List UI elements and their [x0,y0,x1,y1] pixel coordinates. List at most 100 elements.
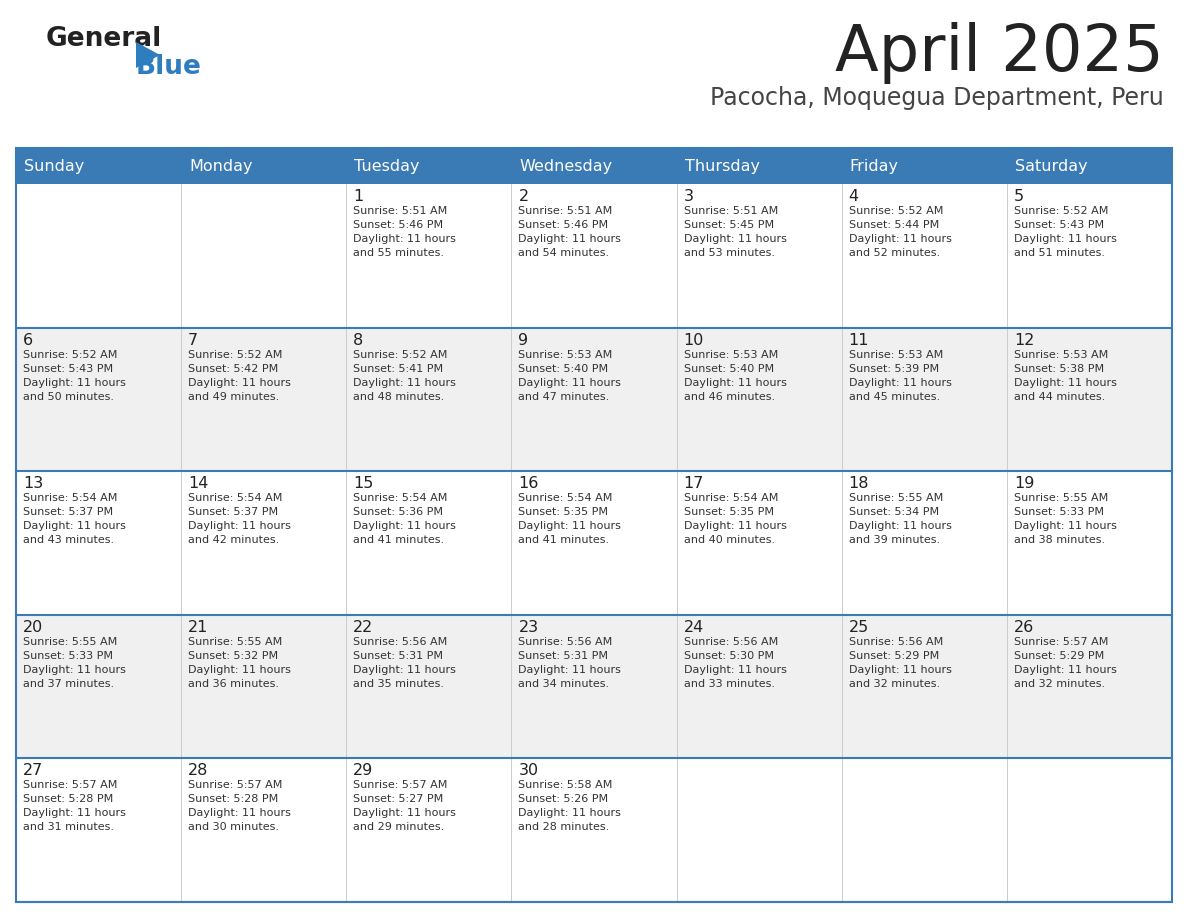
Text: Sunrise: 5:57 AM
Sunset: 5:29 PM
Daylight: 11 hours
and 32 minutes.: Sunrise: 5:57 AM Sunset: 5:29 PM Dayligh… [1013,637,1117,688]
Text: Sunrise: 5:54 AM
Sunset: 5:35 PM
Daylight: 11 hours
and 41 minutes.: Sunrise: 5:54 AM Sunset: 5:35 PM Dayligh… [518,493,621,545]
Bar [15,615,181,758]
Bar [181,758,346,902]
Text: Sunrise: 5:51 AM
Sunset: 5:46 PM
Daylight: 11 hours
and 55 minutes.: Sunrise: 5:51 AM Sunset: 5:46 PM Dayligh… [353,206,456,258]
Text: 8: 8 [353,332,364,348]
Text: 20: 20 [23,620,43,635]
Text: Sunrise: 5:56 AM
Sunset: 5:30 PM
Daylight: 11 hours
and 33 minutes.: Sunrise: 5:56 AM Sunset: 5:30 PM Dayligh… [683,637,786,688]
Text: Blue: Blue [135,54,202,80]
Text: Sunrise: 5:54 AM
Sunset: 5:37 PM
Daylight: 11 hours
and 43 minutes.: Sunrise: 5:54 AM Sunset: 5:37 PM Dayligh… [23,493,126,545]
Text: Sunrise: 5:52 AM
Sunset: 5:42 PM
Daylight: 11 hours
and 49 minutes.: Sunrise: 5:52 AM Sunset: 5:42 PM Dayligh… [188,350,291,401]
Text: 26: 26 [1013,620,1034,635]
Text: Sunrise: 5:53 AM
Sunset: 5:40 PM
Daylight: 11 hours
and 47 minutes.: Sunrise: 5:53 AM Sunset: 5:40 PM Dayligh… [518,350,621,401]
Bar [1007,328,1173,471]
Text: Sunrise: 5:55 AM
Sunset: 5:32 PM
Daylight: 11 hours
and 36 minutes.: Sunrise: 5:55 AM Sunset: 5:32 PM Dayligh… [188,637,291,688]
Text: 2: 2 [518,189,529,204]
Bar [677,471,842,615]
Bar [842,615,1007,758]
Text: Monday: Monday [189,159,253,174]
Text: Sunrise: 5:52 AM
Sunset: 5:41 PM
Daylight: 11 hours
and 48 minutes.: Sunrise: 5:52 AM Sunset: 5:41 PM Dayligh… [353,350,456,401]
Text: Wednesday: Wednesday [519,159,613,174]
Text: 28: 28 [188,764,209,778]
Text: Sunrise: 5:51 AM
Sunset: 5:45 PM
Daylight: 11 hours
and 53 minutes.: Sunrise: 5:51 AM Sunset: 5:45 PM Dayligh… [683,206,786,258]
Text: 7: 7 [188,332,198,348]
Text: 24: 24 [683,620,703,635]
Bar [842,328,1007,471]
Text: Sunrise: 5:57 AM
Sunset: 5:28 PM
Daylight: 11 hours
and 30 minutes.: Sunrise: 5:57 AM Sunset: 5:28 PM Dayligh… [188,780,291,833]
Bar [181,615,346,758]
Text: 17: 17 [683,476,704,491]
Bar [181,471,346,615]
Text: Saturday: Saturday [1015,159,1087,174]
Text: 25: 25 [848,620,868,635]
Text: 12: 12 [1013,332,1035,348]
Text: Sunrise: 5:54 AM
Sunset: 5:37 PM
Daylight: 11 hours
and 42 minutes.: Sunrise: 5:54 AM Sunset: 5:37 PM Dayligh… [188,493,291,545]
Bar [346,471,511,615]
Text: Sunrise: 5:56 AM
Sunset: 5:31 PM
Daylight: 11 hours
and 35 minutes.: Sunrise: 5:56 AM Sunset: 5:31 PM Dayligh… [353,637,456,688]
Bar [511,615,677,758]
Text: 29: 29 [353,764,373,778]
Bar [15,184,181,328]
Bar [181,184,346,328]
Text: Sunday: Sunday [24,159,84,174]
Text: 27: 27 [23,764,43,778]
Bar [346,184,511,328]
Bar [1007,184,1173,328]
Text: 23: 23 [518,620,538,635]
Text: Sunrise: 5:55 AM
Sunset: 5:34 PM
Daylight: 11 hours
and 39 minutes.: Sunrise: 5:55 AM Sunset: 5:34 PM Dayligh… [848,493,952,545]
Text: Sunrise: 5:56 AM
Sunset: 5:31 PM
Daylight: 11 hours
and 34 minutes.: Sunrise: 5:56 AM Sunset: 5:31 PM Dayligh… [518,637,621,688]
Text: Sunrise: 5:55 AM
Sunset: 5:33 PM
Daylight: 11 hours
and 37 minutes.: Sunrise: 5:55 AM Sunset: 5:33 PM Dayligh… [23,637,126,688]
Text: Sunrise: 5:55 AM
Sunset: 5:33 PM
Daylight: 11 hours
and 38 minutes.: Sunrise: 5:55 AM Sunset: 5:33 PM Dayligh… [1013,493,1117,545]
Polygon shape [135,42,160,68]
Text: Sunrise: 5:52 AM
Sunset: 5:44 PM
Daylight: 11 hours
and 52 minutes.: Sunrise: 5:52 AM Sunset: 5:44 PM Dayligh… [848,206,952,258]
Text: Sunrise: 5:53 AM
Sunset: 5:40 PM
Daylight: 11 hours
and 46 minutes.: Sunrise: 5:53 AM Sunset: 5:40 PM Dayligh… [683,350,786,401]
Text: 16: 16 [518,476,539,491]
Text: 11: 11 [848,332,870,348]
Text: Sunrise: 5:56 AM
Sunset: 5:29 PM
Daylight: 11 hours
and 32 minutes.: Sunrise: 5:56 AM Sunset: 5:29 PM Dayligh… [848,637,952,688]
Text: 22: 22 [353,620,373,635]
Text: Sunrise: 5:54 AM
Sunset: 5:35 PM
Daylight: 11 hours
and 40 minutes.: Sunrise: 5:54 AM Sunset: 5:35 PM Dayligh… [683,493,786,545]
Bar [677,184,842,328]
Text: 14: 14 [188,476,209,491]
Text: Pacocha, Moquegua Department, Peru: Pacocha, Moquegua Department, Peru [710,86,1164,110]
Bar [677,758,842,902]
Bar [1007,471,1173,615]
Text: Friday: Friday [849,159,898,174]
Text: Sunrise: 5:52 AM
Sunset: 5:43 PM
Daylight: 11 hours
and 50 minutes.: Sunrise: 5:52 AM Sunset: 5:43 PM Dayligh… [23,350,126,401]
Text: 5: 5 [1013,189,1024,204]
Bar [511,328,677,471]
Bar [677,328,842,471]
Bar [15,148,1173,902]
Text: Sunrise: 5:54 AM
Sunset: 5:36 PM
Daylight: 11 hours
and 41 minutes.: Sunrise: 5:54 AM Sunset: 5:36 PM Dayligh… [353,493,456,545]
Bar [15,328,181,471]
Text: 19: 19 [1013,476,1035,491]
Bar [181,328,346,471]
Bar [842,184,1007,328]
Bar [15,148,1173,184]
Text: 15: 15 [353,476,374,491]
Text: Sunrise: 5:51 AM
Sunset: 5:46 PM
Daylight: 11 hours
and 54 minutes.: Sunrise: 5:51 AM Sunset: 5:46 PM Dayligh… [518,206,621,258]
Text: 18: 18 [848,476,870,491]
Bar [511,184,677,328]
Bar [842,471,1007,615]
Bar [15,471,181,615]
Text: 1: 1 [353,189,364,204]
Text: 6: 6 [23,332,33,348]
Bar [346,328,511,471]
Text: 21: 21 [188,620,209,635]
Text: Sunrise: 5:53 AM
Sunset: 5:38 PM
Daylight: 11 hours
and 44 minutes.: Sunrise: 5:53 AM Sunset: 5:38 PM Dayligh… [1013,350,1117,401]
Text: 4: 4 [848,189,859,204]
Bar [1007,615,1173,758]
Bar [346,615,511,758]
Text: Sunrise: 5:52 AM
Sunset: 5:43 PM
Daylight: 11 hours
and 51 minutes.: Sunrise: 5:52 AM Sunset: 5:43 PM Dayligh… [1013,206,1117,258]
Text: 30: 30 [518,764,538,778]
Bar [677,615,842,758]
Text: 13: 13 [23,476,43,491]
Bar [842,758,1007,902]
Bar [1007,758,1173,902]
Bar [346,758,511,902]
Bar [511,471,677,615]
Text: 3: 3 [683,189,694,204]
Text: 10: 10 [683,332,704,348]
Bar [15,758,181,902]
Text: April 2025: April 2025 [835,22,1164,84]
